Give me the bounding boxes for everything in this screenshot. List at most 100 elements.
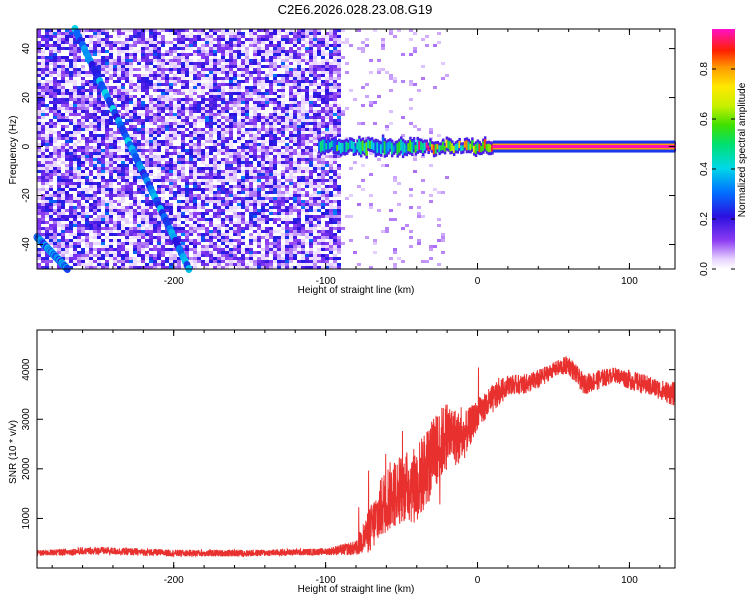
heatmap-cell	[245, 146, 249, 149]
heatmap-cell	[169, 53, 173, 56]
heatmap-cell	[221, 95, 225, 98]
heatmap-cell	[73, 134, 77, 137]
heatmap-cell	[185, 119, 189, 122]
heatmap-cell	[197, 170, 201, 173]
heatmap-cell	[273, 251, 277, 254]
heatmap-cell	[229, 59, 233, 62]
heatmap-cell	[341, 110, 345, 113]
heatmap-cell	[69, 173, 73, 176]
heatmap-cell	[109, 62, 113, 65]
heatmap-cell	[265, 182, 269, 185]
heatmap-cell	[117, 32, 121, 35]
heatmap-cell	[165, 68, 169, 71]
heatmap-cell	[161, 101, 165, 104]
heatmap-cell	[89, 242, 93, 245]
heatmap-cell	[237, 44, 241, 47]
heatmap-cell	[173, 134, 177, 137]
heatmap-cell	[181, 113, 185, 116]
heatmap-cell	[325, 128, 329, 131]
heatmap-cell	[233, 65, 237, 68]
heatmap-cell	[173, 227, 177, 230]
heatmap-cell	[277, 101, 281, 104]
heatmap-cell	[209, 224, 213, 227]
heatmap-cell	[245, 149, 249, 152]
heatmap-cell	[165, 107, 169, 110]
heatmap-cell	[161, 107, 165, 110]
heatmap-cell	[289, 107, 293, 110]
heatmap-cell	[169, 161, 173, 164]
heatmap-cell	[97, 35, 101, 38]
heatmap-cell	[205, 41, 209, 44]
heatmap-cell	[89, 224, 93, 227]
heatmap-cell	[333, 194, 337, 197]
heatmap-cell	[209, 260, 213, 263]
heatmap-cell	[101, 29, 105, 32]
heatmap-cell	[129, 125, 133, 128]
heatmap-cell	[221, 149, 225, 152]
heatmap-cell	[41, 221, 45, 224]
heatmap-cell	[145, 95, 149, 98]
heatmap-cell	[177, 68, 181, 71]
heatmap-cell	[41, 140, 45, 143]
heatmap-cell	[193, 209, 197, 212]
heatmap-cell	[237, 167, 241, 170]
heatmap-cell	[189, 164, 193, 167]
heatmap-cell	[129, 221, 133, 224]
heatmap-cell	[249, 89, 253, 92]
heatmap-cell	[65, 146, 69, 149]
heatmap-cell	[229, 146, 233, 149]
heatmap-cell	[65, 173, 69, 176]
heatmap-cell	[85, 224, 89, 227]
heatmap-cell	[313, 71, 317, 74]
heatmap-cell	[61, 197, 65, 200]
heatmap-cell	[257, 218, 261, 221]
heatmap-cell	[317, 41, 321, 44]
heatmap-cell	[257, 155, 261, 158]
heatmap-cell	[269, 140, 273, 143]
heatmap-cell	[281, 152, 285, 155]
heatmap-cell	[45, 44, 49, 47]
heatmap-cell	[285, 41, 289, 44]
heatmap-cell	[281, 119, 285, 122]
heatmap-cell	[81, 125, 85, 128]
heatmap-cell	[301, 146, 305, 149]
heatmap-cell	[337, 206, 341, 209]
heatmap-cell	[197, 38, 201, 41]
heatmap-cell	[169, 266, 173, 269]
heatmap-cell	[217, 230, 221, 233]
heatmap-cell	[233, 32, 237, 35]
heatmap-cell	[221, 71, 225, 74]
heatmap-cell	[301, 56, 305, 59]
heatmap-cell	[97, 206, 101, 209]
heatmap-cell	[269, 218, 273, 221]
heatmap-cell	[77, 164, 81, 167]
heatmap-cell	[165, 62, 169, 65]
heatmap-cell	[241, 50, 245, 53]
heatmap-cell	[321, 101, 325, 104]
heatmap-cell	[69, 200, 73, 203]
heatmap-cell	[141, 89, 145, 92]
heatmap-cell	[41, 176, 45, 179]
heatmap-cell	[313, 77, 317, 80]
heatmap-cell	[133, 110, 137, 113]
heatmap-cell	[321, 107, 325, 110]
heatmap-cell	[333, 128, 337, 131]
heatmap-cell	[105, 38, 109, 41]
heatmap-cell	[57, 89, 61, 92]
heatmap-cell	[125, 149, 129, 152]
heatmap-cell	[93, 104, 97, 107]
heatmap-cell	[61, 44, 65, 47]
heatmap-cell	[309, 251, 313, 254]
heatmap-cell	[105, 185, 109, 188]
heatmap-cell	[69, 146, 73, 149]
heatmap-cell	[241, 155, 245, 158]
heatmap-cell	[237, 53, 241, 56]
heatmap-cell	[145, 104, 149, 107]
heatmap-cell	[225, 149, 229, 152]
heatmap-cell	[265, 65, 269, 68]
heatmap-cell	[97, 62, 101, 65]
heatmap-cell	[197, 194, 201, 197]
heatmap-cell	[161, 110, 165, 113]
heatmap-cell	[89, 98, 93, 101]
heatmap-cell	[217, 254, 221, 257]
